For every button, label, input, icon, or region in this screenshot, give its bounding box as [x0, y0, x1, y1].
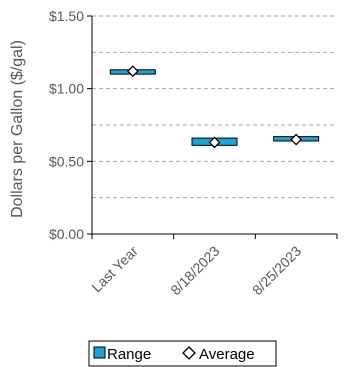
x-tick-label: 8/18/2023 [167, 243, 223, 299]
y-tick-label: $0.00 [49, 226, 84, 242]
y-tick-label: $1.00 [49, 81, 84, 97]
average-marker [290, 133, 303, 146]
legend-box [88, 340, 277, 367]
average-marker [208, 136, 221, 149]
legend: Range Average [88, 340, 277, 367]
legend-range-swatch [93, 346, 106, 359]
y-tick-label: $1.50 [49, 8, 84, 24]
gridlines [92, 15, 337, 199]
axes [87, 15, 338, 239]
y-tick-label: $0.50 [49, 153, 84, 169]
x-tick-labels: Last Year 8/18/2023 8/25/2023 [88, 243, 304, 299]
legend-range-label: Range [107, 346, 151, 363]
data-marks [109, 65, 320, 149]
x-tick-label: Last Year [88, 243, 141, 296]
legend-average-marker [182, 346, 196, 360]
average-marker [126, 65, 139, 78]
y-tick-labels: $0.00 $0.50 $1.00 $1.50 [49, 8, 84, 242]
x-tick-label: 8/25/2023 [249, 243, 305, 299]
y-axis-label: Dollars per Gallon ($/gal) [9, 40, 26, 218]
legend-average-label: Average [199, 346, 255, 363]
